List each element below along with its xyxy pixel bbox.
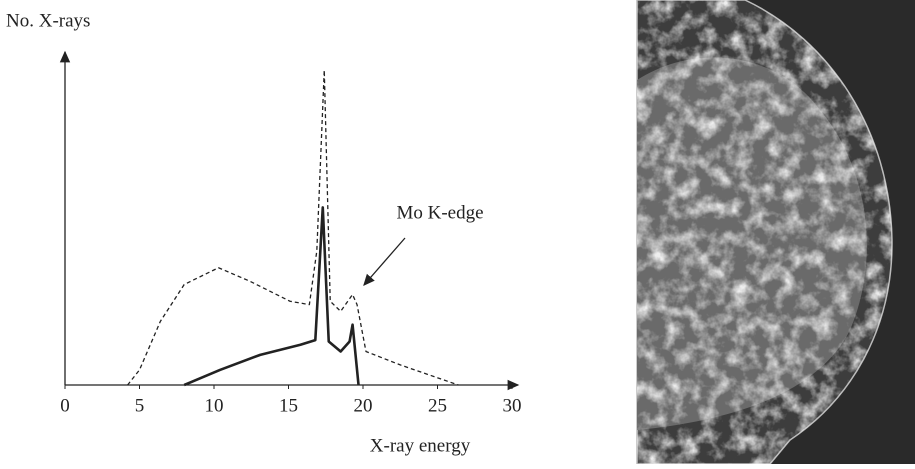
x-tick-label: 25 <box>428 395 447 416</box>
x-tick-label: 10 <box>205 395 224 416</box>
y-axis-label: No. X-rays <box>6 10 90 31</box>
annotation-arrow <box>364 238 405 285</box>
x-tick-label: 20 <box>354 395 373 416</box>
x-tick-label: 0 <box>60 395 70 416</box>
spectrum-line <box>184 207 358 385</box>
x-tick-label: 5 <box>135 395 145 416</box>
x-tick-label: 15 <box>279 395 298 416</box>
figure: No. X-rays X-ray energy Mo K-edge 0 5 10 15… <box>0 0 915 464</box>
x-axis-label: X-ray energy <box>370 435 471 456</box>
spectrum-line <box>128 70 459 385</box>
mammogram <box>637 0 915 464</box>
x-tick-label: 30 <box>503 395 522 416</box>
annotation: Mo K-edge <box>396 202 483 223</box>
